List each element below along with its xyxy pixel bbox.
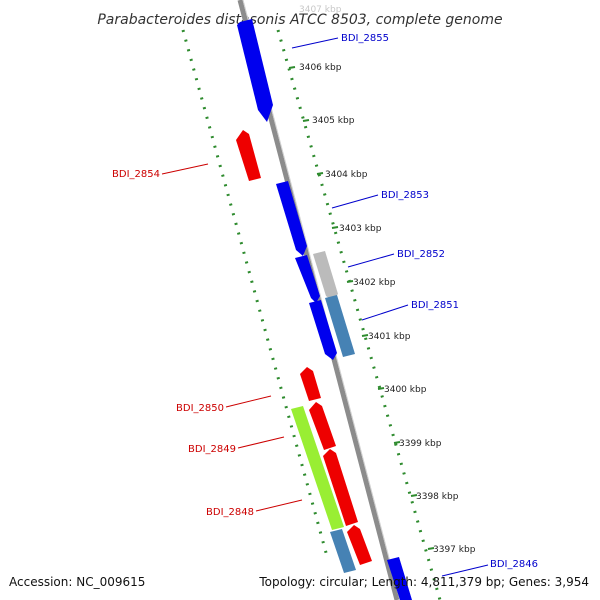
gene-arrow-bdi-2849[interactable] (291, 406, 344, 530)
accession-text: Accession: NC_009615 (9, 575, 145, 589)
leader-bdi-2848 (255, 499, 303, 512)
gene-arrow-bdi-2848[interactable] (323, 449, 358, 526)
genes (236, 19, 412, 600)
tick-mark-3400 (377, 387, 385, 390)
label-bdi-2848[interactable]: BDI_2848 (206, 507, 254, 518)
genome-title: Parabacteroides distasonis ATCC 8503, co… (97, 12, 502, 28)
leader-bdi-2853 (331, 194, 379, 209)
tick-mark-3406 (288, 66, 296, 69)
leader-bdi-2854 (161, 163, 209, 175)
gene-arrow-bdi-2855[interactable] (237, 19, 273, 122)
leader-bdi-2855 (291, 37, 339, 49)
leader-bdi-2852 (347, 253, 395, 268)
label-bdi-2854[interactable]: BDI_2854 (112, 169, 160, 180)
gene-arrow-bdi-2853-b[interactable] (295, 255, 320, 303)
tick-label-3398: 3398 kbp (416, 492, 459, 502)
faded-tick-label: 3407 kbp (299, 5, 342, 15)
gene-arrow-bdi-2846[interactable] (387, 557, 412, 600)
gene-arrow-bdi-2852[interactable] (313, 251, 338, 300)
label-bdi-2849[interactable]: BDI_2849 (188, 444, 236, 455)
leader-bdi-2851 (361, 304, 409, 321)
tick-label-3403: 3403 kbp (339, 224, 382, 234)
gene-arrow-bdi-2854[interactable] (236, 130, 261, 181)
label-bdi-2850[interactable]: BDI_2850 (176, 403, 224, 414)
inner-ruler (276, 29, 442, 600)
tick-label-3399: 3399 kbp (399, 439, 442, 449)
gene-arrow-bdi-2847[interactable] (347, 525, 372, 565)
leader-bdi-2849 (237, 436, 285, 449)
label-bdi-2846[interactable]: BDI_2846 (490, 559, 538, 570)
scale-ticks (288, 66, 435, 550)
tick-label-3405: 3405 kbp (312, 116, 355, 126)
outer-ruler (181, 29, 330, 561)
gene-arrow-bdi-2847-b[interactable] (330, 529, 356, 573)
gene-arrow-bdi-2853[interactable] (276, 181, 307, 256)
tick-mark-3402 (346, 280, 354, 283)
gene-arrow-bdi-2850-b[interactable] (309, 402, 336, 450)
genome-summary-text: Topology: circular; Length: 4,811,379 bp… (258, 575, 589, 589)
label-bdi-2855[interactable]: BDI_2855 (341, 33, 389, 44)
label-leaders (161, 37, 489, 577)
tick-label-3401: 3401 kbp (368, 332, 411, 342)
gene-labels: BDI_2855 BDI_2854 BDI_2853 BDI_2852 BDI_… (112, 33, 538, 570)
tick-mark-3405 (302, 119, 310, 122)
tick-mark-3401 (361, 334, 369, 337)
label-bdi-2851[interactable]: BDI_2851 (411, 300, 459, 311)
tick-mark-3398 (410, 494, 418, 497)
tick-mark-3399 (393, 441, 401, 444)
gene-arrow-bdi-2850[interactable] (300, 367, 321, 401)
tick-mark-3397 (427, 547, 435, 550)
tick-label-3397: 3397 kbp (433, 545, 476, 555)
tick-label-3400: 3400 kbp (384, 385, 427, 395)
tick-label-3404: 3404 kbp (325, 170, 368, 180)
tick-mark-3404 (316, 172, 324, 175)
gene-arrow-bdi-2851[interactable] (325, 295, 355, 357)
leader-bdi-2850 (225, 395, 272, 408)
tick-label-3406: 3406 kbp (299, 63, 342, 73)
leader-bdi-2846 (441, 564, 489, 577)
label-bdi-2853[interactable]: BDI_2853 (381, 190, 429, 201)
scale-labels: 3406 kbp 3405 kbp 3404 kbp 3403 kbp 3402… (299, 63, 476, 555)
tick-label-3402: 3402 kbp (353, 278, 396, 288)
tick-mark-3403 (331, 226, 339, 229)
label-bdi-2852[interactable]: BDI_2852 (397, 249, 445, 260)
gene-arrow-bdi-2851-adjacent[interactable] (309, 300, 337, 360)
